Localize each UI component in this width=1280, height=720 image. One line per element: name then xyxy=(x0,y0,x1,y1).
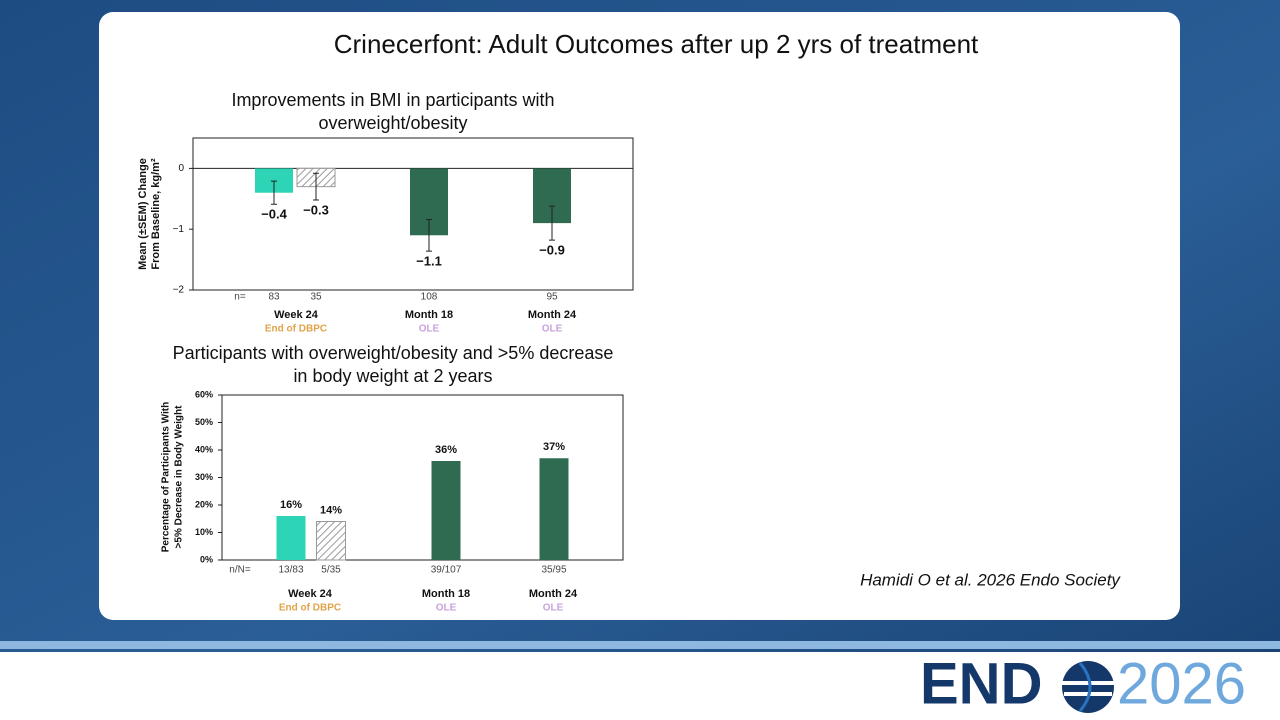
y-tick-label: 0% xyxy=(200,554,213,564)
bar xyxy=(539,458,569,560)
chart-title: Improvements in BMI in participants with xyxy=(231,90,554,110)
y-tick-label: 30% xyxy=(195,472,213,482)
chart-title: overweight/obesity xyxy=(318,113,467,133)
value-label: −0.4 xyxy=(261,207,287,222)
y-tick-label: −2 xyxy=(173,285,185,296)
n-value: 13/83 xyxy=(278,565,303,576)
n-value: 95 xyxy=(546,292,558,303)
n-label: n= xyxy=(234,292,246,303)
value-label: −0.9 xyxy=(539,243,565,258)
x-sublabel: OLE xyxy=(542,324,563,335)
citation: Hamidi O et al. 2026 Endo Society xyxy=(860,570,1121,589)
x-tick-label: Month 24 xyxy=(528,309,577,321)
n-value: 35/95 xyxy=(541,565,566,576)
x-sublabel: End of DBPC xyxy=(279,603,341,614)
y-tick-label: −1 xyxy=(173,224,185,235)
n-value: 35 xyxy=(310,292,322,303)
bar xyxy=(431,461,461,560)
chart-title: Participants with overweight/obesity and… xyxy=(173,343,614,363)
n-label: n/N= xyxy=(229,565,251,576)
bar xyxy=(276,516,306,560)
y-axis-label: >5% Decrease in Body Weight xyxy=(174,405,185,549)
n-value: 5/35 xyxy=(321,565,341,576)
y-tick-label: 20% xyxy=(195,499,213,509)
stripe xyxy=(0,641,1280,649)
x-sublabel: OLE xyxy=(436,603,457,614)
n-value: 83 xyxy=(268,292,280,303)
x-tick-label: Month 24 xyxy=(529,588,578,600)
error-bar xyxy=(426,218,432,252)
value-label: 14% xyxy=(320,504,342,516)
x-sublabel: OLE xyxy=(543,603,564,614)
error-bar xyxy=(313,172,319,201)
x-tick-label: Week 24 xyxy=(274,309,319,321)
value-label: −1.1 xyxy=(416,254,442,269)
value-label: −0.3 xyxy=(303,202,329,217)
y-tick-label: 0 xyxy=(178,163,184,174)
x-sublabel: End of DBPC xyxy=(265,324,327,335)
plot-frame xyxy=(192,137,634,291)
bar xyxy=(316,521,346,561)
x-tick-label: Week 24 xyxy=(288,588,333,600)
logo-year: 2026 xyxy=(1117,651,1246,716)
y-axis-label: From Baseline, kg/m² xyxy=(150,158,162,270)
logo-word: END xyxy=(920,651,1042,716)
card xyxy=(99,12,1180,620)
y-axis-label: Percentage of Participants With xyxy=(161,402,172,553)
x-sublabel: OLE xyxy=(419,324,440,335)
y-tick-label: 40% xyxy=(195,444,213,454)
logo-globe xyxy=(1062,661,1114,713)
y-tick-label: 10% xyxy=(195,527,213,537)
x-tick-label: Month 18 xyxy=(405,309,453,321)
n-value: 39/107 xyxy=(431,565,462,576)
error-bar xyxy=(549,205,555,241)
x-tick-label: Month 18 xyxy=(422,588,470,600)
value-label: 37% xyxy=(543,441,565,453)
y-axis-label: Mean (±SEM) Change xyxy=(137,158,149,270)
error-bar xyxy=(271,180,277,205)
n-value: 108 xyxy=(421,292,438,303)
y-tick-label: 60% xyxy=(195,389,213,399)
slide-title: Crinecerfont: Adult Outcomes after up 2 … xyxy=(334,29,979,59)
chart-title: in body weight at 2 years xyxy=(293,366,492,386)
y-tick-label: 50% xyxy=(195,417,213,427)
value-label: 16% xyxy=(280,499,302,511)
value-label: 36% xyxy=(435,444,457,456)
